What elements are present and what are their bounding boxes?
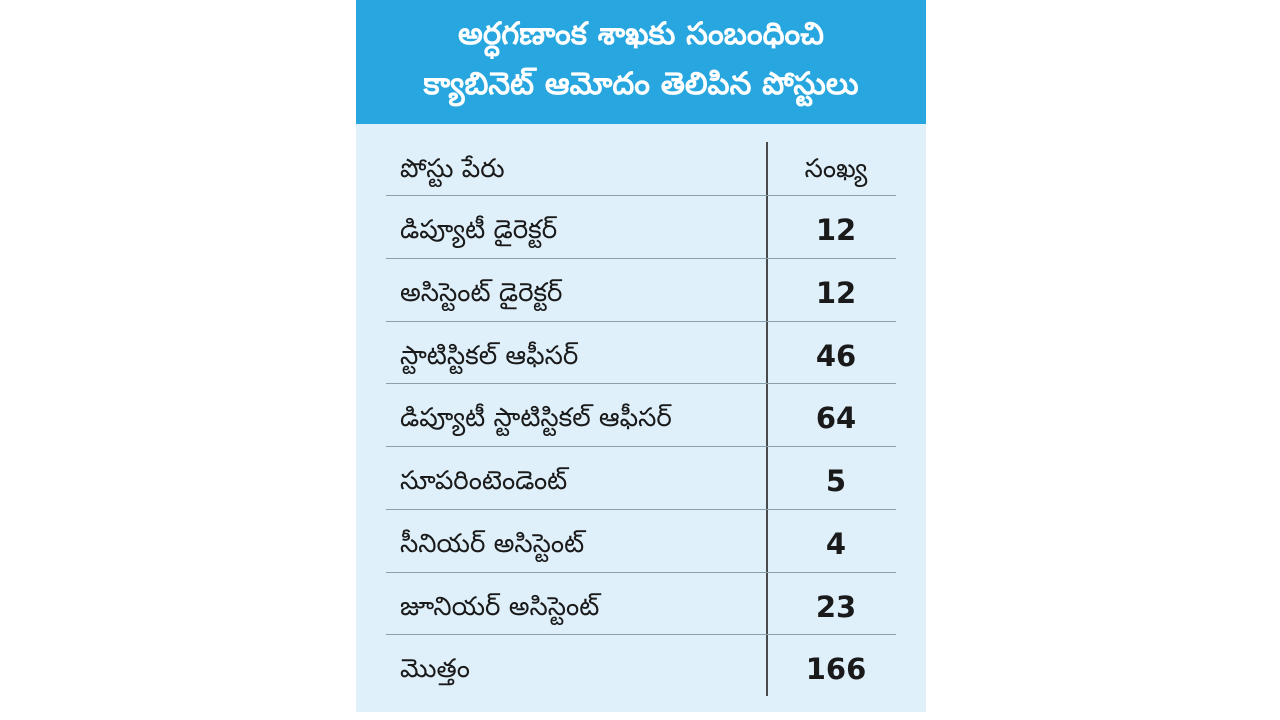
header-title-line2: క్యాబినెట్ ఆమోదం తెలిపిన పోస్టులు: [423, 66, 859, 102]
table-row: సూపరింటెండెంట్ 5: [386, 450, 926, 512]
post-count-cell: 23: [815, 590, 857, 624]
post-name-cell: డిప్యూటీ డైరెక్టర్: [400, 215, 558, 245]
row-separator: [386, 195, 896, 196]
post-name-cell: జూనియర్ అసిస్టెంట్: [400, 592, 600, 622]
row-separator: [386, 572, 896, 573]
total-count-cell: 166: [805, 652, 867, 686]
header-title-line1: అర్ధగణాంక శాఖకు సంబంధించి: [458, 16, 824, 52]
table-row: డిప్యూటీ స్టాటిస్టికల్ ఆఫీసర్ 64: [386, 387, 926, 449]
post-name-cell: డిప్యూటీ స్టాటిస్టికల్ ఆఫీసర్: [400, 403, 672, 433]
table-row: జూనియర్ అసిస్టెంట్ 23: [386, 576, 926, 638]
table-row: సీనియర్ అసిస్టెంట్ 4: [386, 513, 926, 575]
post-count-cell: 5: [825, 464, 847, 498]
post-count-cell: 12: [815, 213, 857, 247]
row-separator: [386, 321, 896, 322]
column-header-count: సంఖ్య: [804, 154, 868, 184]
row-separator: [386, 509, 896, 510]
table-total-row: మొత్తం 166: [386, 638, 926, 700]
total-label-cell: మొత్తం: [400, 654, 470, 684]
post-name-cell: అసిస్టెంట్ డైరెక్టర్: [400, 278, 563, 308]
table-row: స్టాటిస్టికల్ ఆఫీసర్ 46: [386, 325, 926, 387]
post-count-cell: 46: [815, 339, 857, 373]
table-row: డిప్యూటీ డైరెక్టర్ 12: [386, 199, 926, 261]
row-separator: [386, 383, 896, 384]
post-count-cell: 4: [825, 527, 847, 561]
row-separator: [386, 446, 896, 447]
posts-table-card: అర్ధగణాంక శాఖకు సంబంధించి క్యాబినెట్ ఆమో…: [356, 0, 926, 712]
table-row: అసిస్టెంట్ డైరెక్టర్ 12: [386, 262, 926, 324]
post-name-cell: సీనియర్ అసిస్టెంట్: [400, 529, 585, 559]
table-header-banner: అర్ధగణాంక శాఖకు సంబంధించి క్యాబినెట్ ఆమో…: [356, 0, 926, 124]
post-name-cell: స్టాటిస్టికల్ ఆఫీసర్: [400, 341, 579, 371]
column-divider: [766, 142, 768, 696]
post-name-cell: సూపరింటెండెంట్: [400, 466, 568, 496]
post-count-cell: 64: [815, 401, 857, 435]
column-header-post-name: పోస్టు పేరు: [400, 154, 505, 184]
post-count-cell: 12: [815, 276, 857, 310]
row-separator: [386, 258, 896, 259]
table-column-header-row: పోస్టు పేరు సంఖ్య: [386, 138, 926, 200]
row-separator: [386, 634, 896, 635]
